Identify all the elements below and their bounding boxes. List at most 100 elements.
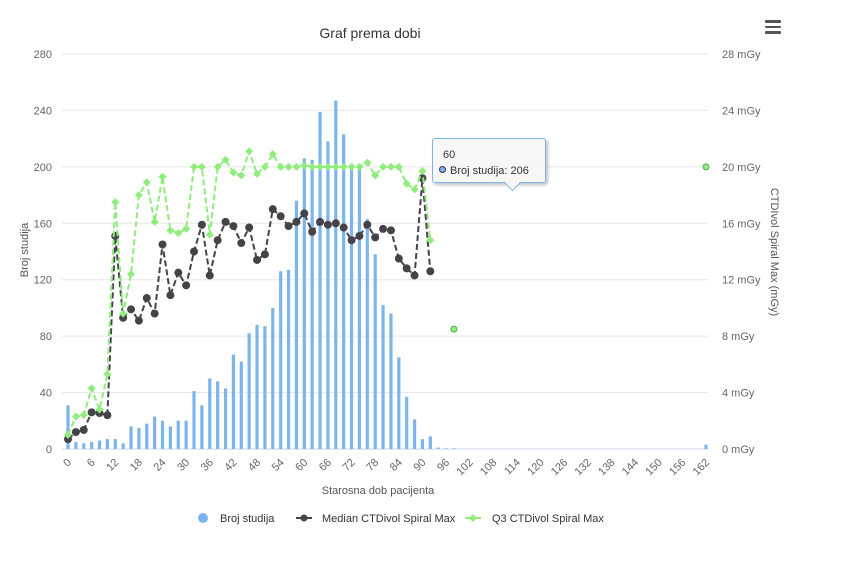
bar bbox=[381, 305, 385, 449]
x-tick-label: 120 bbox=[525, 457, 546, 478]
data-point bbox=[363, 158, 372, 167]
legend-item-q3[interactable]: Q3 CTDivol Spiral Max bbox=[465, 513, 604, 525]
data-point bbox=[418, 167, 427, 176]
data-point bbox=[95, 405, 104, 414]
y-right-tick-label: 28 mGy bbox=[722, 49, 761, 61]
data-point bbox=[363, 220, 372, 229]
data-point bbox=[260, 162, 269, 171]
x-tick-label: 72 bbox=[341, 457, 358, 474]
legend-item-broj-studija[interactable]: Broj studija bbox=[198, 513, 275, 525]
data-point bbox=[371, 171, 380, 180]
data-point bbox=[300, 161, 309, 170]
bar bbox=[231, 354, 236, 449]
bar bbox=[192, 391, 196, 449]
hamburger-menu-icon[interactable] bbox=[765, 20, 781, 34]
data-point bbox=[276, 162, 285, 171]
data-point bbox=[166, 291, 175, 300]
data-point bbox=[142, 178, 151, 187]
bar bbox=[74, 441, 78, 449]
data-point bbox=[174, 229, 183, 238]
data-point bbox=[237, 239, 246, 248]
data-point bbox=[166, 226, 175, 235]
bar bbox=[113, 439, 117, 449]
bar bbox=[121, 443, 125, 449]
data-point bbox=[347, 162, 356, 171]
x-tick-label: 18 bbox=[128, 457, 145, 474]
bar bbox=[405, 396, 409, 449]
x-tick-label: 150 bbox=[643, 457, 664, 478]
bar bbox=[365, 219, 369, 449]
x-tick-label: 96 bbox=[435, 457, 452, 474]
data-point bbox=[339, 162, 348, 171]
y-right-tick-label: 20 mGy bbox=[722, 162, 761, 174]
y-tick-label: 120 bbox=[34, 275, 52, 287]
data-point bbox=[213, 162, 222, 171]
data-point bbox=[190, 162, 199, 171]
x-tick-label: 156 bbox=[667, 457, 688, 478]
bar bbox=[263, 326, 267, 449]
y-axis-left: 0 40 80 120 160 200 240 280 bbox=[34, 49, 52, 456]
data-point bbox=[702, 163, 710, 171]
data-point bbox=[134, 316, 143, 325]
y-right-tick-label: 0 mGy bbox=[722, 444, 755, 456]
bar bbox=[271, 307, 275, 449]
legend-label: Median CTDivol Spiral Max bbox=[322, 513, 456, 525]
data-point bbox=[268, 205, 277, 214]
bar bbox=[97, 440, 102, 449]
bar bbox=[137, 427, 141, 449]
x-tick-label: 36 bbox=[199, 457, 216, 474]
bar bbox=[302, 158, 306, 449]
bar bbox=[318, 111, 322, 449]
legend-label: Q3 CTDivol Spiral Max bbox=[492, 513, 604, 525]
tooltip: 60 Broj studija: 206 bbox=[432, 138, 546, 192]
data-point bbox=[205, 230, 214, 239]
bar bbox=[239, 361, 243, 449]
data-point bbox=[229, 168, 238, 177]
bar bbox=[216, 381, 220, 449]
tooltip-value: Broj studija: 206 bbox=[450, 165, 529, 177]
data-point bbox=[410, 271, 419, 280]
x-tick-label: 0 bbox=[61, 457, 74, 470]
bar bbox=[357, 166, 362, 449]
data-point bbox=[323, 162, 332, 171]
x-tick-label: 84 bbox=[388, 457, 405, 474]
data-point bbox=[174, 268, 183, 277]
data-point bbox=[276, 212, 285, 221]
data-point bbox=[127, 305, 136, 314]
bar bbox=[310, 159, 314, 449]
data-point bbox=[347, 236, 356, 245]
bar bbox=[326, 141, 330, 449]
legend: Broj studija Median CTDivol Spiral Max Q… bbox=[198, 513, 604, 525]
data-point bbox=[103, 411, 112, 420]
data-point bbox=[127, 270, 136, 279]
bar bbox=[428, 436, 432, 449]
x-tick-label: 60 bbox=[293, 457, 310, 474]
bar bbox=[66, 405, 70, 449]
x-tick-label: 126 bbox=[549, 457, 570, 478]
grid bbox=[62, 53, 708, 450]
x-tick-label: 102 bbox=[454, 457, 475, 478]
y-tick-label: 40 bbox=[40, 388, 52, 400]
data-point bbox=[386, 162, 395, 171]
data-point bbox=[103, 370, 112, 379]
data-point bbox=[71, 412, 80, 421]
legend-item-median[interactable]: Median CTDivol Spiral Max bbox=[296, 513, 456, 525]
bar bbox=[160, 420, 165, 449]
data-point bbox=[197, 162, 206, 171]
legend-symbol-bar bbox=[198, 513, 208, 523]
data-point bbox=[64, 435, 72, 444]
data-point bbox=[450, 325, 458, 333]
data-point bbox=[355, 231, 364, 240]
data-point bbox=[292, 217, 301, 226]
bar bbox=[208, 378, 212, 449]
data-point bbox=[158, 172, 167, 181]
data-point bbox=[331, 219, 340, 228]
bar bbox=[373, 254, 377, 449]
bar bbox=[247, 333, 251, 449]
data-point bbox=[158, 240, 167, 249]
y-axis-right-title: CTDIvol Spiral Max (mGy) bbox=[768, 188, 780, 316]
y-tick-label: 280 bbox=[34, 49, 52, 61]
data-point bbox=[64, 430, 72, 439]
bar bbox=[82, 443, 86, 449]
